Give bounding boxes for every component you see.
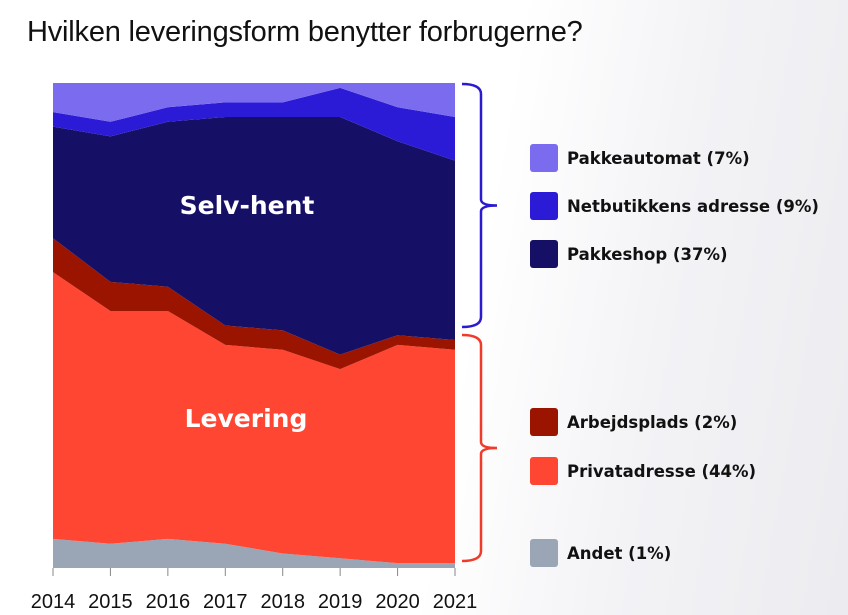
x-tick-label: 2016 bbox=[146, 591, 191, 613]
chart-title: Hvilken leveringsform benytter forbruger… bbox=[27, 16, 583, 48]
area-arbejdsplads bbox=[53, 238, 455, 370]
legend-label: Arbejdsplads (2%) bbox=[567, 412, 738, 432]
area-privatadresse bbox=[53, 272, 455, 564]
legend-item-netbutikkens-adresse: Netbutikkens adresse (9%) bbox=[530, 191, 819, 221]
legend-swatch bbox=[530, 240, 558, 268]
legend-label: Privatadresse (44%) bbox=[567, 461, 757, 481]
legend-swatch bbox=[530, 144, 558, 172]
group-label-selv-hent: Selv-hent bbox=[180, 191, 315, 220]
legend-swatch bbox=[530, 457, 558, 485]
legend-label: Pakkeshop (37%) bbox=[567, 244, 728, 264]
x-tick-label: 2021 bbox=[433, 591, 478, 613]
legend-swatch bbox=[530, 408, 558, 436]
legend-label: Andet (1%) bbox=[567, 543, 672, 563]
legend-swatch bbox=[530, 539, 558, 567]
area-pakkeshop bbox=[53, 116, 455, 355]
group-labels: Selv-hent Levering bbox=[180, 191, 315, 433]
legend-label: Pakkeautomat (7%) bbox=[567, 148, 750, 168]
legend-item-pakkeautomat: Pakkeautomat (7%) bbox=[530, 143, 750, 173]
x-tick-label: 2017 bbox=[203, 591, 248, 613]
x-axis: 2014 2015 2016 2017 2018 2019 2020 2021 bbox=[31, 568, 478, 613]
x-tick-label: 2019 bbox=[318, 591, 363, 613]
brackets bbox=[461, 82, 498, 563]
area-layer bbox=[53, 83, 455, 568]
bracket-selv-hent bbox=[461, 82, 498, 329]
x-tick-label: 2020 bbox=[375, 591, 420, 613]
x-tick-label: 2018 bbox=[260, 591, 305, 613]
legend-item-arbejdsplads: Arbejdsplads (2%) bbox=[530, 407, 737, 437]
x-tick-label: 2014 bbox=[31, 591, 76, 613]
legend-item-andet: Andet (1%) bbox=[530, 538, 671, 568]
group-label-levering: Levering bbox=[185, 404, 308, 433]
legend-item-privatadresse: Privatadresse (44%) bbox=[530, 456, 756, 486]
bracket-levering bbox=[461, 333, 498, 563]
x-tick-label: 2015 bbox=[88, 591, 133, 613]
legend-swatch bbox=[530, 192, 558, 220]
area-andet bbox=[53, 538, 455, 568]
area-netbutikkens-adresse bbox=[53, 87, 455, 161]
legend-label: Netbutikkens adresse (9%) bbox=[567, 196, 819, 216]
area-pakkeautomat bbox=[53, 83, 455, 122]
legend-item-pakkeshop: Pakkeshop (37%) bbox=[530, 239, 728, 269]
